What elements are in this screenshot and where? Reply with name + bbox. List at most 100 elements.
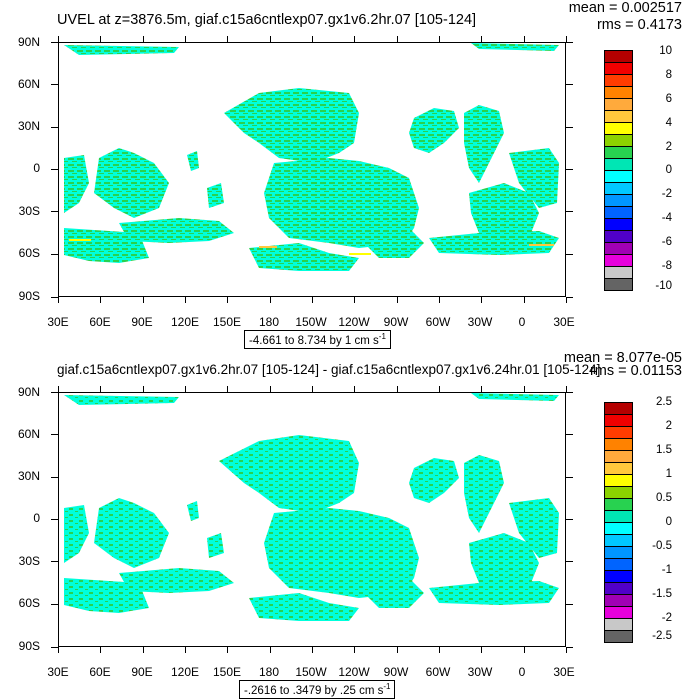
x-tick-label: 120E	[170, 315, 200, 329]
panel-title: giaf.c15a6cntlexp07.gx1v6.2hr.07 [105-12…	[57, 362, 601, 377]
y-tick-mark	[566, 127, 573, 128]
x-tick-label: 60E	[89, 315, 111, 329]
y-tick-mark	[566, 169, 573, 170]
x-tick-mark	[566, 647, 567, 653]
y-tick-label: 90N	[17, 385, 40, 399]
x-tick-label: 60E	[89, 665, 111, 679]
map-panel-top: UVEL at z=3876.5m, giaf.c15a6cntlexp07.g…	[17, 0, 682, 349]
x-tick-label: 150W	[295, 665, 327, 679]
colorbar-label: 0	[665, 516, 672, 528]
y-tick-mark	[566, 211, 573, 212]
y-tick-mark	[566, 254, 573, 255]
colorbar-label: 1	[665, 468, 672, 480]
units-superscript: -1	[378, 332, 386, 341]
colorbar-label: 1.5	[656, 444, 672, 456]
colorbar-label: -4	[661, 212, 672, 224]
y-tick-mark	[51, 84, 58, 85]
x-tick-mark	[58, 36, 59, 42]
colorbar-label: 6	[665, 93, 672, 105]
x-tick-mark	[566, 36, 567, 42]
x-tick-mark	[354, 386, 355, 392]
y-tick-label: 90S	[18, 289, 40, 303]
x-tick-mark	[439, 36, 440, 42]
colorbar-label: -2.5	[652, 630, 672, 642]
y-tick-mark	[51, 434, 58, 435]
x-tick-label: 120W	[338, 315, 370, 329]
x-tick-mark	[58, 647, 59, 653]
map-plot-area	[58, 42, 566, 297]
x-tick-mark	[481, 647, 482, 653]
x-tick-mark	[143, 36, 144, 42]
colorbar-label: -0.5	[652, 540, 672, 552]
y-tick-label: 0	[33, 511, 40, 525]
y-tick-label: 60S	[18, 246, 40, 260]
x-tick-mark	[100, 386, 101, 392]
y-tick-mark	[566, 604, 573, 605]
x-tick-mark	[100, 297, 101, 303]
x-tick-label: 90E	[131, 315, 153, 329]
x-tick-mark	[185, 36, 186, 42]
x-tick-label: 30E	[47, 315, 69, 329]
x-tick-mark	[566, 386, 567, 392]
x-tick-mark	[227, 386, 228, 392]
x-tick-mark	[397, 386, 398, 392]
x-tick-label: 0	[518, 665, 526, 679]
map-field	[64, 393, 559, 621]
y-tick-mark	[51, 604, 58, 605]
x-tick-label: 60W	[425, 315, 451, 329]
x-tick-mark	[524, 36, 525, 42]
x-tick-mark	[100, 647, 101, 653]
map-panel-bottom: giaf.c15a6cntlexp07.gx1v6.2hr.07 [105-12…	[0, 350, 700, 700]
rms-label: rms = 0.01153	[589, 363, 682, 379]
x-tick-mark	[481, 386, 482, 392]
x-tick-label: 150E	[212, 315, 242, 329]
x-tick-mark	[354, 297, 355, 303]
x-tick-mark	[481, 36, 482, 42]
y-tick-mark	[566, 84, 573, 85]
y-tick-label: 60N	[17, 427, 40, 441]
x-tick-label: 90W	[383, 315, 409, 329]
x-tick-label: 60W	[425, 665, 451, 679]
y-tick-label: 30N	[17, 119, 40, 133]
x-tick-mark	[143, 297, 144, 303]
x-tick-mark	[270, 36, 271, 42]
x-tick-mark	[185, 386, 186, 392]
y-tick-label: 90S	[18, 639, 40, 653]
x-tick-mark	[524, 386, 525, 392]
map-plot-area	[58, 392, 566, 647]
colorbar-label: 4	[665, 117, 672, 129]
y-tick-mark	[566, 477, 573, 478]
colorbar-label: -8	[661, 260, 672, 272]
x-tick-label: 150W	[295, 315, 327, 329]
y-tick-mark	[51, 127, 58, 128]
x-tick-mark	[439, 297, 440, 303]
x-tick-label: 180	[258, 665, 280, 679]
x-tick-mark	[58, 297, 59, 303]
y-tick-mark	[51, 169, 58, 170]
colorbar-label: -1.5	[652, 588, 672, 600]
x-tick-mark	[524, 647, 525, 653]
x-tick-mark	[270, 647, 271, 653]
x-tick-mark	[439, 386, 440, 392]
x-tick-mark	[143, 647, 144, 653]
x-tick-mark	[354, 647, 355, 653]
x-tick-label: 90E	[131, 665, 153, 679]
x-tick-label: 30E	[553, 315, 575, 329]
y-tick-mark	[566, 519, 573, 520]
contour-range-box: -4.661 to 8.734 by 1 cm s-1	[244, 330, 391, 349]
x-tick-mark	[227, 647, 228, 653]
y-tick-label: 30N	[17, 469, 40, 483]
x-tick-label: 30W	[467, 665, 493, 679]
colorbar-swatch	[604, 630, 633, 643]
y-tick-mark	[51, 297, 58, 298]
colorbar-swatch	[604, 278, 633, 291]
colorbar-label: -2	[661, 188, 672, 200]
colorbar-label: 2	[665, 420, 672, 432]
colorbar-label: 0	[665, 164, 672, 176]
x-tick-mark	[185, 297, 186, 303]
x-tick-mark	[397, 647, 398, 653]
y-tick-label: 60N	[17, 77, 40, 91]
x-tick-mark	[566, 297, 567, 303]
x-tick-label: 150E	[212, 665, 242, 679]
x-tick-mark	[397, 297, 398, 303]
